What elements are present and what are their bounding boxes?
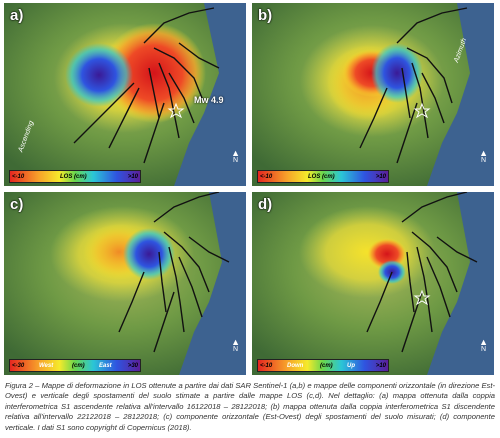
- colorbar-title: (cm): [72, 363, 85, 369]
- colorbar-title: (cm): [320, 363, 333, 369]
- panel-d-vertical-map: d) ▲ N <-10 Down (cm) Up >10: [252, 192, 494, 375]
- panel-c-east-west-map: c) ▲ N <-30 West (cm) East >30: [4, 192, 246, 375]
- earthquake-magnitude-label: Mw 4.9: [194, 95, 224, 105]
- colorbar-min: <-10: [12, 174, 25, 180]
- panel-label-a: a): [10, 7, 24, 24]
- north-arrow-icon: ▲ N: [479, 148, 488, 165]
- colorbar-max: >10: [127, 174, 138, 180]
- north-arrow-icon: ▲ N: [231, 337, 240, 354]
- deformation-map-b: [252, 3, 494, 186]
- colorbar-up-label: Up: [347, 363, 355, 369]
- colorbar-los: <-10 LOS (cm) >10: [9, 170, 141, 183]
- north-arrow-icon: ▲ N: [231, 148, 240, 165]
- colorbar-east-west: <-30 West (cm) East >30: [9, 359, 141, 372]
- colorbar-down-label: Down: [287, 363, 304, 369]
- colorbar-title: LOS (cm): [60, 174, 87, 180]
- colorbar-max: >10: [375, 174, 386, 180]
- panel-label-d: d): [258, 196, 273, 213]
- panel-a-los-ascending-map: a) Mw 4.9 Ascending ▲ N <-10 LOS (cm) >10: [4, 3, 246, 186]
- north-arrow-icon: ▲ N: [479, 337, 488, 354]
- deformation-map-a: [4, 3, 246, 186]
- panel-label-c: c): [10, 196, 24, 213]
- colorbar-vertical: <-10 Down (cm) Up >10: [257, 359, 389, 372]
- colorbar-max: >30: [127, 363, 138, 369]
- colorbar-title: LOS (cm): [308, 174, 335, 180]
- colorbar-west-label: West: [39, 363, 54, 369]
- colorbar-min: <-10: [260, 174, 273, 180]
- colorbar-max: >10: [375, 363, 386, 369]
- deformation-map-d: [252, 192, 494, 375]
- figure-caption: Figura 2 – Mappe di deformazione in LOS …: [5, 381, 495, 432]
- deformation-map-c: [4, 192, 246, 375]
- colorbar-min: <-10: [260, 363, 273, 369]
- colorbar-los: <-10 LOS (cm) >10: [257, 170, 389, 183]
- colorbar-east-label: East: [99, 363, 112, 369]
- panel-label-b: b): [258, 7, 273, 24]
- colorbar-min: <-30: [12, 363, 25, 369]
- panel-b-los-descending-map: b) Azimuth ▲ N <-10 LOS (cm) >10: [252, 3, 494, 186]
